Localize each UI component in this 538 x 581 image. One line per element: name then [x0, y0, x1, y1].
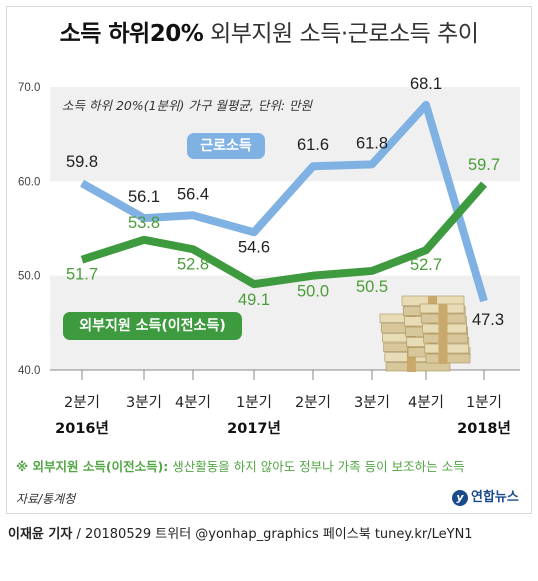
unit-note: 소득 하위 20%(1분위) 가구 월평균, 단위: 만원 — [62, 98, 313, 113]
data-label: 56.4 — [177, 185, 209, 203]
data-label: 52.8 — [177, 255, 209, 273]
chart-title: 소득 하위20% 외부지원 소득·근로소득 추이 — [0, 14, 538, 48]
data-label: 54.6 — [238, 238, 270, 256]
data-label: 59.7 — [468, 156, 500, 174]
data-label: 59.8 — [66, 153, 98, 171]
yonhap-logo: y 연합뉴스 — [452, 486, 519, 506]
line-chart: 40.0 50.0 60.0 70.0 2분기 3분기 4분기 1분기 2분기 3분기 4분기 1분기… — [18, 75, 520, 437]
legend-earned-income: 근로소득 — [187, 133, 265, 159]
series-line-0 — [80, 100, 488, 303]
year-label: 2017년 — [227, 420, 281, 437]
x-tick-label: 1분기 — [236, 394, 272, 411]
data-label: 49.1 — [238, 291, 270, 309]
title-bold: 소득 하위20% — [59, 21, 204, 47]
data-label: 47.3 — [472, 311, 504, 329]
logo-label: 연합뉴스 — [471, 490, 519, 505]
x-tick-label: 2분기 — [295, 394, 331, 411]
credit-author: 이재윤 기자 — [8, 527, 73, 542]
y-tick-label: 50.0 — [18, 271, 40, 283]
data-label: 50.0 — [297, 283, 329, 301]
x-tick-label: 2분기 — [64, 394, 100, 411]
money-bundle — [425, 353, 471, 364]
credit-line: 이재윤 기자 / 20180529 트위터 @yonhap_graphics 페… — [8, 523, 473, 542]
data-label: 51.7 — [66, 266, 98, 284]
y-tick-label: 40.0 — [18, 365, 40, 377]
title-rest: 외부지원 소득·근로소득 추이 — [210, 21, 479, 47]
x-tick-label: 4분기 — [175, 394, 211, 411]
money-band — [438, 304, 448, 364]
data-label: 52.7 — [410, 256, 442, 274]
data-label: 53.8 — [128, 214, 160, 232]
data-label: 61.8 — [356, 134, 388, 152]
data-label: 50.5 — [356, 278, 388, 296]
footnote: ※ 외부지원 소득(이전소득): 생산활동을 하지 않아도 정부나 가족 등이 … — [16, 456, 465, 475]
year-label: 2018년 — [457, 420, 511, 437]
credit-details: / 20180529 트위터 @yonhap_graphics 페이스북 tun… — [72, 527, 473, 542]
series-line-1 — [80, 181, 488, 289]
source-text: 자료/통계청 — [16, 492, 76, 506]
yonhap-logo-icon: y — [452, 490, 468, 506]
y-tick-label: 60.0 — [18, 176, 40, 188]
footnote-definition: 생산활동을 하지 않아도 정부나 가족 등이 보조하는 소득 — [168, 459, 465, 474]
x-tick-label: 3분기 — [126, 394, 162, 411]
data-label: 61.6 — [297, 136, 329, 154]
year-label: 2016년 — [55, 420, 109, 437]
footnote-term: ※ 외부지원 소득(이전소득): — [16, 459, 169, 474]
legend-transfer-income: 외부지원 소득(이전소득) — [63, 312, 242, 340]
data-label: 56.1 — [128, 188, 160, 206]
money-bundle — [385, 362, 451, 372]
money-stack-illustration — [379, 295, 471, 372]
x-tick-label: 4분기 — [408, 394, 444, 411]
y-tick-label: 70.0 — [18, 82, 40, 94]
data-label: 68.1 — [410, 75, 442, 93]
x-tick-label: 1분기 — [466, 394, 502, 411]
x-tick-label: 3분기 — [354, 394, 390, 411]
